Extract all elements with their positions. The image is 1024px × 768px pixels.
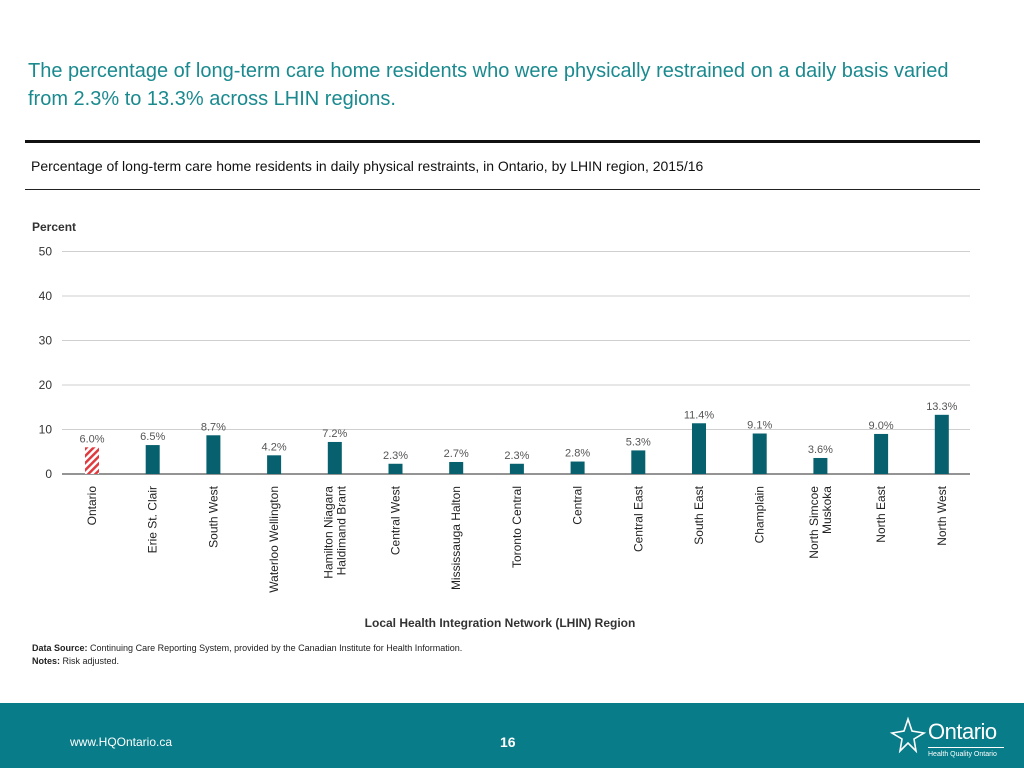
category-label: South East	[692, 485, 706, 544]
data-label: 2.7%	[444, 448, 469, 460]
category-label: Ontario	[85, 486, 99, 526]
data-source-text: Continuing Care Reporting System, provid…	[87, 643, 463, 653]
bar	[267, 455, 282, 474]
bar	[327, 441, 342, 474]
y-tick-label: 0	[45, 467, 52, 481]
data-label: 13.3%	[926, 401, 957, 413]
trillium-icon	[889, 716, 927, 754]
category-label: Muskoka	[820, 486, 834, 534]
bar	[388, 463, 403, 474]
bar	[752, 433, 767, 474]
footer-url[interactable]: www.HQOntario.ca	[70, 735, 173, 749]
data-source-label: Data Source:	[32, 643, 88, 653]
data-label: 2.3%	[504, 450, 529, 462]
data-label: 3.6%	[808, 444, 833, 456]
bar	[145, 445, 160, 474]
logo-divider	[928, 747, 1004, 748]
data-label: 6.5%	[140, 431, 165, 443]
category-label: Central East	[631, 485, 645, 552]
data-label: 11.4%	[684, 409, 715, 421]
category-label: Toronto Central	[510, 486, 524, 568]
data-label: 5.3%	[626, 436, 651, 448]
bar	[570, 461, 585, 474]
bar-chart: Percent 0 10 20 30 40 50 6.0% Ontario 6.5% Erie St…	[32, 220, 970, 630]
category-label: Haldimand Brant	[334, 485, 348, 575]
bar	[692, 423, 706, 474]
category-label: Central West	[389, 485, 403, 555]
data-label: 6.0%	[79, 433, 104, 445]
data-label: 2.8%	[565, 448, 590, 460]
bar	[449, 461, 464, 474]
logo-text: Ontario	[928, 719, 997, 744]
category-label: South West	[206, 485, 220, 547]
y-tick-label: 40	[39, 289, 53, 303]
data-label: 9.0%	[869, 420, 894, 432]
category-label: Waterloo Wellington	[267, 486, 281, 593]
footer-bar: www.HQOntario.ca 16 Ontario Health Quali…	[0, 703, 1024, 768]
y-tick-label: 30	[39, 334, 53, 348]
category-label: North West	[935, 485, 949, 545]
chart-subtitle: Percentage of long-term care home reside…	[31, 158, 704, 174]
data-label: 7.2%	[322, 428, 347, 440]
y-tick-label: 20	[39, 378, 53, 392]
source-notes: Data Source: Continuing Care Reporting S…	[32, 642, 462, 668]
bar	[206, 435, 221, 474]
category-label: North East	[874, 485, 888, 542]
slide-headline: The percentage of long-term care home re…	[28, 60, 949, 110]
header-rule	[25, 140, 980, 143]
subtitle-rule	[25, 189, 980, 190]
notes-label: Notes:	[32, 656, 61, 666]
notes-text: Risk adjusted.	[60, 656, 120, 666]
bar	[934, 414, 949, 474]
data-label: 4.2%	[262, 441, 287, 453]
data-label: 2.3%	[383, 450, 408, 462]
page-number: 16	[500, 734, 516, 750]
category-label: Champlain	[753, 486, 767, 543]
bar	[874, 433, 889, 474]
data-label: 8.7%	[201, 421, 226, 433]
bar	[631, 450, 646, 474]
category-label: Erie St. Clair	[146, 486, 160, 553]
bar	[85, 447, 99, 474]
logo-subtext: Health Quality Ontario	[928, 751, 997, 758]
y-tick-label: 10	[39, 423, 53, 437]
category-label: Hamilton Niagara	[321, 486, 335, 579]
y-axis-label: Percent	[32, 220, 76, 234]
category-label: Mississauga Halton	[449, 486, 463, 590]
ontario-logo: Ontario Health Quality Ontario	[888, 711, 1008, 763]
y-tick-label: 50	[39, 245, 53, 259]
category-label: Central	[571, 486, 585, 525]
bar	[509, 463, 524, 474]
x-axis-label: Local Health Integration Network (LHIN) …	[365, 616, 636, 630]
bar	[813, 457, 828, 474]
category-label: North Simcoe	[807, 486, 821, 559]
data-label: 9.1%	[747, 420, 772, 432]
